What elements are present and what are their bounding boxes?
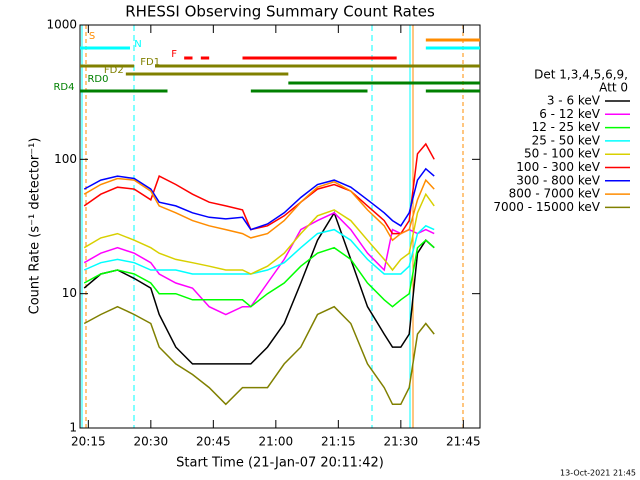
legend-title: Att 0 [599, 81, 628, 95]
flag-label: RD4 [53, 82, 74, 93]
legend-label: 25 - 50 keV [532, 133, 601, 147]
legend-label: 100 - 300 keV [516, 160, 600, 174]
x-tick-label: 21:15 [321, 435, 356, 449]
flag-label: FD1 [140, 57, 160, 68]
series-line [83, 142, 435, 235]
y-tick-label: 100 [54, 152, 77, 166]
series-line [83, 224, 435, 275]
chart-title: RHESSI Observing Summary Count Rates [125, 3, 435, 21]
legend-label: 800 - 7000 keV [509, 187, 601, 201]
x-tick-label: 21:45 [446, 435, 481, 449]
series-line [83, 305, 435, 406]
flag-label: N [134, 39, 141, 50]
y-tick-label: 1 [69, 421, 77, 435]
series-line [83, 192, 435, 275]
y-tick-label: 1000 [46, 18, 77, 32]
x-axis-label: Start Time (21-Jan-07 20:11:42) [176, 456, 384, 471]
plot-frame [79, 24, 481, 429]
legend-label: 3 - 6 keV [547, 94, 601, 108]
x-tick-label: 21:00 [259, 435, 294, 449]
series-line [83, 177, 435, 242]
y-axis-label: Count Rate (s⁻¹ detector⁻¹) [28, 138, 43, 315]
series-line [83, 167, 435, 231]
legend-label: 50 - 100 keV [524, 147, 601, 161]
flag-label: RD0 [87, 74, 108, 85]
series-line [83, 211, 435, 365]
x-tick-label: 20:15 [71, 435, 106, 449]
flag-label: FD2 [104, 65, 124, 76]
footer: 13-Oct-2021 21:45 [560, 469, 636, 478]
flag-label: F [171, 49, 177, 60]
legend-label: 12 - 25 keV [532, 120, 601, 134]
x-tick-label: 20:45 [196, 435, 231, 449]
legend-label: 7000 - 15000 keV [493, 200, 600, 214]
legend-label: 300 - 800 keV [516, 173, 600, 187]
x-tick-label: 21:30 [384, 435, 419, 449]
series-line [83, 239, 435, 308]
x-tick-label: 20:30 [134, 435, 169, 449]
flag-label: S [89, 31, 95, 42]
y-tick-label: 10 [62, 286, 77, 300]
legend-label: 6 - 12 keV [539, 107, 601, 121]
legend-title: Det 1,3,4,5,6,9, [534, 68, 628, 82]
